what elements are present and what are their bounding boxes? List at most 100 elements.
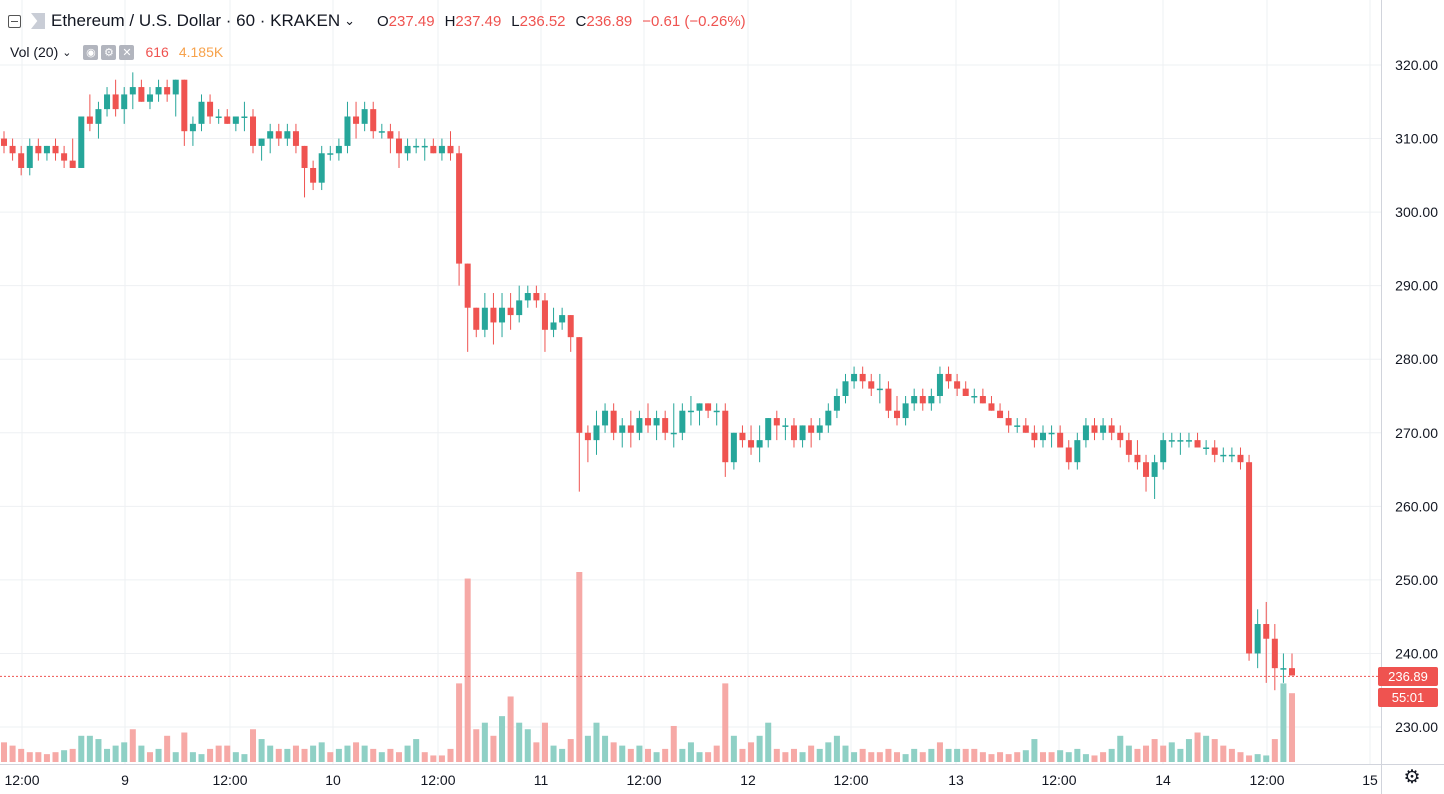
candle <box>164 79 171 102</box>
volume-bar <box>361 745 368 762</box>
price-axis[interactable]: 320.00 310.00 300.00 290.00 280.00 270.00 260.… <box>1395 57 1438 735</box>
candle <box>507 293 514 330</box>
volume-bar <box>241 754 248 762</box>
volume-bar <box>945 748 952 762</box>
candle-body <box>232 116 239 124</box>
candle-body <box>696 403 703 411</box>
candle-body <box>1082 425 1089 441</box>
volume-bar <box>748 742 755 762</box>
candle <box>1280 653 1287 683</box>
candle-body <box>1108 425 1115 433</box>
volume-bar <box>1048 752 1055 762</box>
volume-bar <box>1117 735 1124 762</box>
candle-body <box>121 94 128 110</box>
candle <box>936 366 943 404</box>
candle-body <box>533 293 540 301</box>
x-tick-label: 12 <box>740 772 756 788</box>
volume-bar <box>653 752 660 762</box>
candle <box>584 425 591 463</box>
volume-bar <box>275 748 282 762</box>
volume-bar <box>1022 750 1029 762</box>
candle <box>928 388 935 411</box>
candle-body <box>18 153 25 168</box>
volume-bar <box>885 748 892 762</box>
volume-bar <box>473 729 480 762</box>
chevron-down-icon[interactable]: ⌄ <box>344 13 355 28</box>
candle-body <box>447 145 454 154</box>
candle <box>644 403 652 433</box>
candle-body <box>421 145 428 148</box>
candle-body <box>919 396 926 404</box>
candle <box>1048 425 1055 448</box>
candle-body <box>894 410 901 419</box>
chevron-down-icon[interactable]: ⌄ <box>62 46 72 59</box>
candle-body <box>1125 440 1132 455</box>
candle-body <box>1280 668 1287 670</box>
volume-bar <box>1082 754 1089 762</box>
candle-body <box>215 116 222 118</box>
candle <box>997 403 1004 419</box>
volume-bar <box>464 578 471 762</box>
candle <box>1014 418 1021 433</box>
open-label: O <box>377 12 389 30</box>
candle <box>241 101 248 132</box>
candle-body <box>782 425 789 427</box>
candle-body <box>911 396 918 404</box>
candle <box>516 285 523 323</box>
volume-bar <box>988 754 995 762</box>
candle-body <box>988 403 995 411</box>
volume-ma-value: 4.185K <box>178 44 224 60</box>
candle-body <box>584 432 591 441</box>
candle <box>490 293 497 345</box>
volume-bar <box>447 748 454 762</box>
gear-icon[interactable]: ⚙ <box>1403 767 1421 788</box>
candle <box>988 396 995 411</box>
volume-bar <box>773 748 780 762</box>
candle <box>43 145 50 161</box>
volume-bar <box>438 755 445 762</box>
y-tick-label: 300.00 <box>1395 204 1438 220</box>
candle <box>541 293 548 352</box>
candle-body <box>833 396 840 411</box>
candle-body <box>1254 624 1261 654</box>
volume-bar <box>395 752 402 762</box>
symbol-title[interactable]: Ethereum / U.S. Dollar · 60 · KRAKEN <box>51 11 341 30</box>
volume-bar <box>799 752 806 762</box>
candle <box>1022 418 1029 433</box>
volume-bar <box>859 748 866 762</box>
candle-body <box>816 425 823 433</box>
candle-body <box>9 145 16 154</box>
candle-body <box>773 418 780 426</box>
candle-body <box>241 116 248 118</box>
time-axis[interactable]: 12:00 9 12:00 10 12:00 11 12:00 12 12:00 13 12:00 1… <box>4 772 1378 788</box>
volume-bar <box>1108 748 1115 762</box>
volume-bar <box>790 748 797 762</box>
candle <box>69 138 76 168</box>
volume-label[interactable]: Vol (20) <box>10 44 59 60</box>
candle <box>95 101 102 139</box>
candle-body <box>997 410 1004 419</box>
settings-icon[interactable]: ⚙ <box>101 44 117 60</box>
candle-body <box>524 293 531 301</box>
candle <box>481 293 488 338</box>
candle <box>26 138 33 176</box>
volume-bar <box>69 748 76 762</box>
volume-bar <box>387 748 394 762</box>
candle <box>971 388 978 404</box>
candle <box>679 403 686 441</box>
chart-legend: Ethereum / U.S. Dollar · 60 · KRAKEN ⌄ O… <box>8 11 756 31</box>
volume-bar <box>310 745 317 762</box>
candle <box>344 101 351 154</box>
x-tick-label: 15 <box>1362 772 1378 788</box>
volume-bar <box>602 735 609 762</box>
close-icon[interactable]: ✕ <box>119 44 135 60</box>
candle-body <box>104 94 111 110</box>
eye-icon[interactable]: ◉ <box>83 44 99 60</box>
candle-body <box>353 116 360 124</box>
candle <box>1065 440 1072 470</box>
collapse-icon[interactable] <box>8 14 21 28</box>
volume-bar <box>430 755 437 762</box>
candle <box>318 145 325 191</box>
volume-bar <box>962 748 969 762</box>
